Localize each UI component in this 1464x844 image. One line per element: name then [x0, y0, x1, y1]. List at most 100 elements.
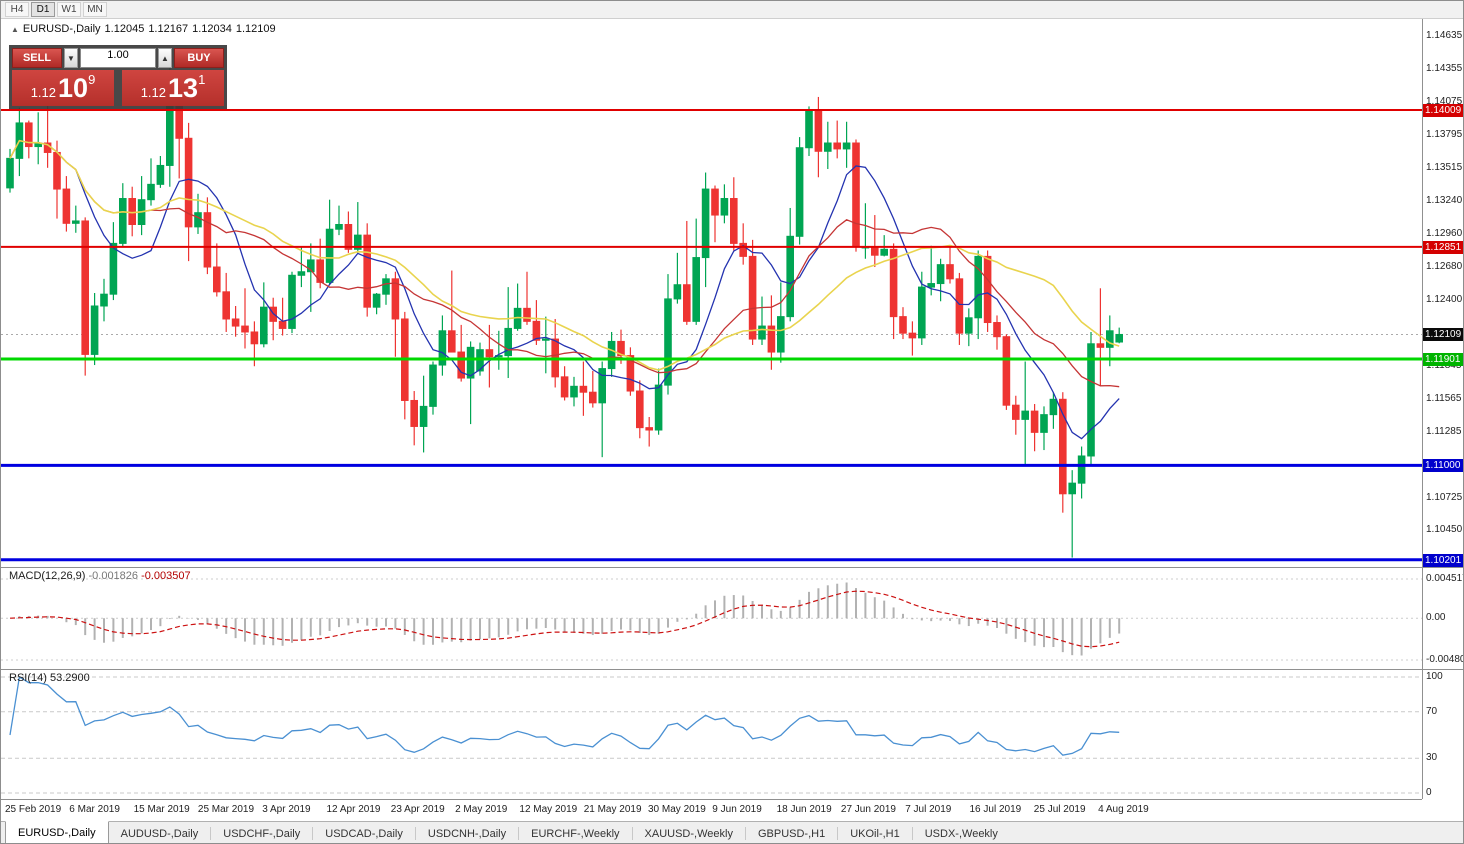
- date-tick-label: 4 Aug 2019: [1098, 804, 1149, 815]
- chart-tab-usdcnh-daily[interactable]: USDCNH-,Daily: [427, 827, 507, 840]
- tab-separator: [911, 827, 913, 840]
- price-tick-label: 1.12400: [1426, 294, 1463, 306]
- buy-price-button[interactable]: 1.12 13 1: [122, 70, 224, 106]
- chart-tab-usdchf-daily[interactable]: USDCHF-,Daily: [223, 827, 301, 840]
- macd-tick-label: 0.00: [1426, 612, 1446, 624]
- date-tick-label: 27 Jun 2019: [840, 804, 896, 815]
- date-tick-label: 25 Jul 2019: [1033, 804, 1086, 815]
- ma-fast-line: [9, 139, 1120, 440]
- sell-price-button[interactable]: 1.12 10 9: [12, 70, 114, 106]
- ohlc-header: ▲ EURUSD-,Daily 1.12045 1.12167 1.12034 1.121…: [11, 23, 280, 35]
- date-tick-label: 25 Feb 2019: [5, 804, 62, 815]
- volume-decrease-button[interactable]: ▼: [64, 48, 78, 68]
- buy-price-point: 1: [198, 71, 206, 87]
- chart-tab-bar: EURUSD-,Daily AUDUSD-,Daily USDCHF-,Daily U…: [1, 821, 1463, 843]
- one-click-trading-panel: SELL ▼ 1.00 ▲ BUY 1.12 10 9 1.12 13 1: [9, 45, 227, 109]
- price-tick-label: 1.13795: [1426, 129, 1463, 141]
- tab-separator: [837, 827, 839, 840]
- buy-price-prefix: 1.12: [140, 84, 167, 100]
- date-tick-label: 6 Mar 2019: [69, 804, 120, 815]
- date-tick-label: 9 Jun 2019: [712, 804, 762, 815]
- chart-tab-usdcad-daily[interactable]: USDCAD-,Daily: [325, 827, 403, 840]
- price-tick-label: 1.11285: [1426, 425, 1462, 437]
- price-tick-label: 1.14635: [1426, 30, 1463, 42]
- sell-button[interactable]: SELL: [12, 48, 62, 68]
- macd-signal-line: [9, 590, 1120, 648]
- ma-slow-line: [9, 139, 1120, 371]
- current-price-badge: 1.12109: [1423, 328, 1463, 342]
- timeframe-toolbar: H4 D1 W1 MN: [1, 1, 1463, 19]
- level-badge: 1.14009: [1423, 104, 1463, 118]
- date-tick-label: 16 Jul 2019: [969, 804, 1022, 815]
- macd-tick-label: 0.004517: [1426, 573, 1464, 584]
- low-value: 1.12034: [192, 23, 232, 35]
- one-click-collapse-icon[interactable]: ▲: [11, 25, 19, 34]
- chart-tab-xauusd-weekly[interactable]: XAUUSD-,Weekly: [644, 827, 733, 840]
- tab-separator: [210, 827, 212, 840]
- rsi-tick-label: 70: [1426, 705, 1438, 717]
- date-axis[interactable]: 25 Feb 2019 6 Mar 2019 15 Mar 2019 25 Mar 2…: [1, 799, 1422, 821]
- rsi-value: 53.2900: [49, 672, 90, 684]
- sell-price-prefix: 1.12: [30, 84, 57, 100]
- macd-tick-label: -0.004806: [1426, 654, 1463, 665]
- rsi-name: RSI(14): [9, 672, 47, 684]
- price-tick-label: 1.12960: [1426, 227, 1463, 239]
- buy-button[interactable]: BUY: [174, 48, 224, 68]
- macd-signal-value: -0.003507: [141, 570, 191, 582]
- rsi-indicator-label: RSI(14) 53.2900: [9, 672, 90, 684]
- macd-rsi-divider[interactable]: [1, 669, 1463, 670]
- tab-separator: [631, 827, 633, 840]
- volume-input[interactable]: 1.00: [80, 48, 156, 68]
- level-badge: 1.11901: [1423, 353, 1463, 367]
- date-tick-label: 15 Mar 2019: [133, 804, 190, 815]
- tab-separator: [414, 827, 416, 840]
- tab-separator: [518, 827, 520, 840]
- price-tick-label: 1.13515: [1426, 162, 1463, 174]
- symbol-label: EURUSD-,Daily: [22, 23, 101, 35]
- date-tick-label: 23 Apr 2019: [390, 804, 445, 815]
- rsi-line: [9, 675, 1120, 756]
- volume-increase-button[interactable]: ▲: [158, 48, 172, 68]
- timeframe-button-w1[interactable]: W1: [57, 2, 81, 17]
- price-tick-label: 1.10450: [1426, 524, 1463, 536]
- main-macd-divider[interactable]: [1, 567, 1463, 568]
- timeframe-button-mn[interactable]: MN: [83, 2, 107, 17]
- date-tick-label: 21 May 2019: [583, 804, 642, 815]
- date-tick-label: 7 Jul 2019: [905, 804, 952, 815]
- price-tick-label: 1.11565: [1426, 392, 1462, 404]
- timeframe-button-h4[interactable]: H4: [5, 2, 29, 17]
- chart-tab-audusd-daily[interactable]: AUDUSD-,Daily: [120, 827, 199, 840]
- tab-separator: [312, 827, 314, 840]
- rsi-tick-label: 100: [1426, 671, 1443, 682]
- timeframe-button-d1[interactable]: D1: [31, 2, 55, 17]
- sell-price-point: 9: [88, 71, 96, 87]
- open-value: 1.12045: [104, 23, 145, 35]
- close-value: 1.12109: [235, 23, 276, 35]
- tab-separator: [744, 827, 746, 840]
- rsi-tick-label: 0: [1426, 787, 1432, 798]
- date-tick-label: 12 Apr 2019: [326, 804, 381, 815]
- chart-tab-ukoil-h1[interactable]: UKOil-,H1: [850, 827, 900, 840]
- date-tick-label: 2 May 2019: [455, 804, 508, 815]
- chart-tab-gbpusd-h1[interactable]: GBPUSD-,H1: [757, 827, 826, 840]
- price-axis[interactable]: 1.14635 1.14355 1.14075 1.13795 1.13515 1.132…: [1422, 19, 1464, 799]
- chart-tab-eurusd-daily[interactable]: EURUSD-,Daily: [5, 821, 109, 843]
- date-tick-label: 18 Jun 2019: [776, 804, 832, 815]
- chart-area[interactable]: [1, 1, 1464, 799]
- rsi-tick-label: 30: [1426, 752, 1438, 764]
- level-badge: 1.12851: [1423, 240, 1463, 254]
- level-badge: 1.10201: [1423, 553, 1463, 567]
- ma-mid-line: [9, 139, 1120, 388]
- date-tick-label: 12 May 2019: [519, 804, 578, 815]
- price-tick-label: 1.13240: [1426, 194, 1463, 206]
- price-tick-label: 1.14075: [1426, 96, 1463, 108]
- chart-tab-usdx-weekly[interactable]: USDX-,Weekly: [924, 827, 998, 840]
- price-tick-label: 1.14355: [1426, 63, 1463, 75]
- buy-price-pips: 13: [168, 72, 199, 103]
- macd-main-value: -0.001826: [88, 570, 139, 582]
- price-tick-label: 1.10725: [1426, 491, 1463, 503]
- date-tick-label: 3 Apr 2019: [262, 804, 311, 815]
- macd-histogram: [18, 582, 1121, 656]
- chart-tab-eurchf-weekly[interactable]: EURCHF-,Weekly: [531, 827, 620, 840]
